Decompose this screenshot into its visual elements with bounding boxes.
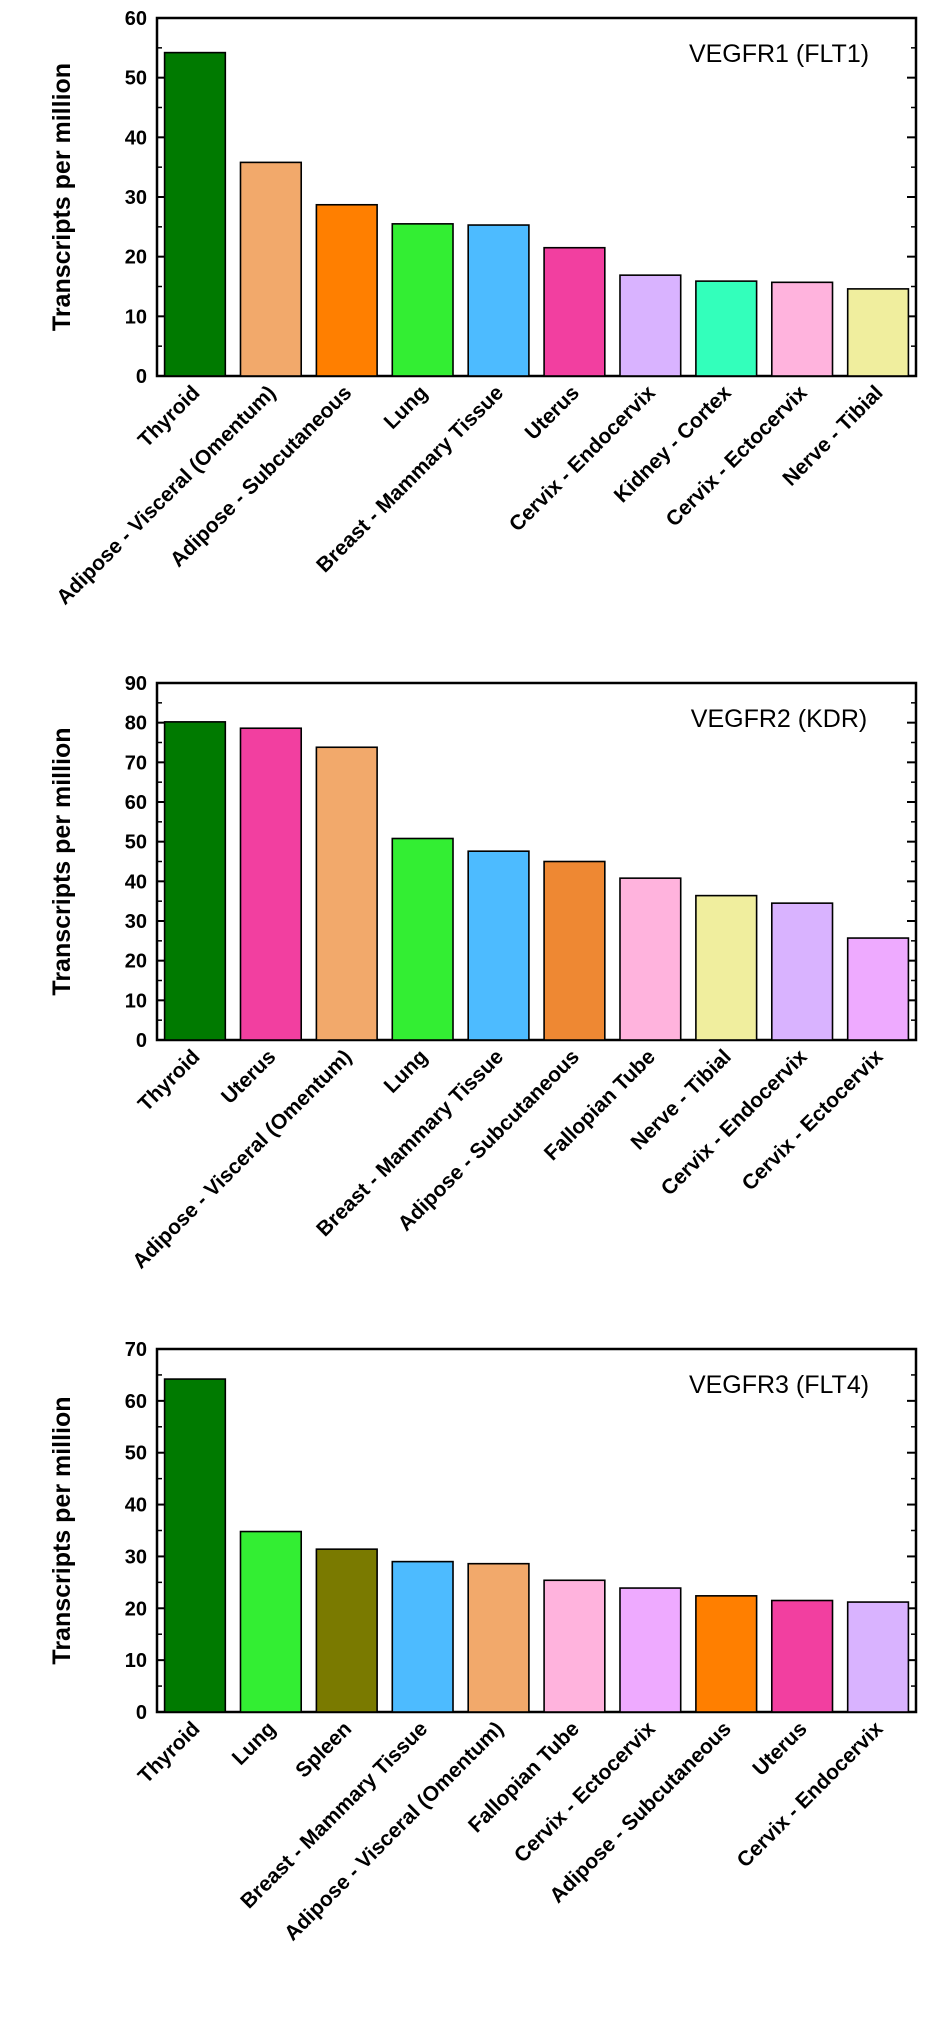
bar-9: [770, 1599, 834, 1713]
y-axis-title: Transcripts per million: [48, 63, 76, 331]
bar-2: [239, 727, 303, 1041]
y-tick-label: 0: [136, 1030, 147, 1052]
bar-9: [770, 902, 834, 1041]
y-tick-label: 40: [125, 1495, 147, 1517]
bar-10: [846, 288, 910, 377]
bar-10: [846, 1601, 910, 1713]
bar-1: [163, 51, 227, 377]
bar-5: [467, 850, 530, 1041]
y-tick-label: 50: [125, 832, 147, 854]
bar-3: [315, 1548, 378, 1713]
category-label: Cervix - Ectocervix: [662, 381, 812, 531]
y-tick-label: 50: [125, 1443, 147, 1465]
bar-4: [391, 837, 454, 1041]
y-tick-label: 60: [125, 8, 147, 30]
bar-6: [543, 246, 606, 377]
y-tick-label: 0: [136, 366, 147, 388]
bar-8: [695, 280, 758, 377]
chart-title: VEGFR1 (FLT1): [689, 40, 869, 68]
category-label: Uterus: [521, 381, 584, 444]
bar-7: [619, 877, 682, 1041]
y-tick-label: 20: [125, 951, 147, 973]
category-label: Cervix - Endocervix: [505, 381, 660, 536]
bar-4: [391, 1560, 454, 1713]
y-tick-label: 70: [125, 752, 147, 774]
y-tick-label: 80: [125, 713, 147, 735]
y-tick-label: 20: [125, 1598, 147, 1620]
category-label: Cervix - Ectocervix: [510, 1717, 660, 1867]
bar-6: [543, 1579, 606, 1713]
y-tick-label: 60: [125, 792, 147, 814]
category-label: Uterus: [217, 1045, 280, 1108]
bar-4: [391, 223, 454, 377]
y-tick-label: 10: [125, 1650, 147, 1672]
bar-1: [163, 1378, 227, 1713]
bar-5: [467, 224, 530, 377]
category-label: Spleen: [291, 1717, 356, 1782]
category-label: Cervix - Endocervix: [733, 1717, 888, 1872]
y-tick-label: 50: [125, 68, 147, 90]
category-label: Thyroid: [134, 1717, 205, 1788]
bar-7: [619, 274, 682, 377]
chart-title: VEGFR3 (FLT4): [689, 1371, 869, 1399]
bar-2: [239, 161, 303, 377]
bar-8: [695, 894, 758, 1041]
category-label: Lung: [380, 1045, 433, 1098]
chart-title: VEGFR2 (KDR): [691, 705, 867, 733]
bar-8: [695, 1595, 758, 1713]
y-axis-title: Transcripts per million: [48, 1396, 76, 1664]
y-axis-title: Transcripts per million: [48, 727, 76, 995]
y-tick-label: 40: [125, 871, 147, 893]
category-label: Uterus: [748, 1717, 811, 1780]
y-tick-label: 40: [125, 127, 147, 149]
bar-9: [770, 281, 834, 377]
bar-6: [543, 860, 606, 1041]
category-label: Lung: [380, 381, 433, 434]
y-tick-label: 10: [125, 306, 147, 328]
bar-5: [467, 1562, 530, 1713]
category-label: Thyroid: [134, 381, 205, 452]
bar-2: [239, 1530, 303, 1713]
bar-7: [619, 1587, 682, 1713]
bar-1: [163, 721, 227, 1041]
y-tick-label: 70: [125, 1339, 147, 1361]
bar-10: [846, 937, 910, 1041]
category-label: Thyroid: [134, 1045, 205, 1116]
y-tick-label: 30: [125, 911, 147, 933]
bar-3: [315, 746, 378, 1041]
category-label: Lung: [228, 1717, 281, 1770]
y-tick-label: 0: [136, 1702, 147, 1724]
category-label: Cervix - Endocervix: [657, 1045, 812, 1200]
y-tick-label: 20: [125, 247, 147, 269]
y-tick-label: 30: [125, 1546, 147, 1568]
y-tick-label: 60: [125, 1391, 147, 1413]
category-label: Cervix - Ectocervix: [738, 1045, 888, 1195]
y-tick-label: 10: [125, 990, 147, 1012]
y-tick-label: 30: [125, 187, 147, 209]
y-tick-label: 90: [125, 673, 147, 695]
bar-3: [315, 203, 378, 377]
